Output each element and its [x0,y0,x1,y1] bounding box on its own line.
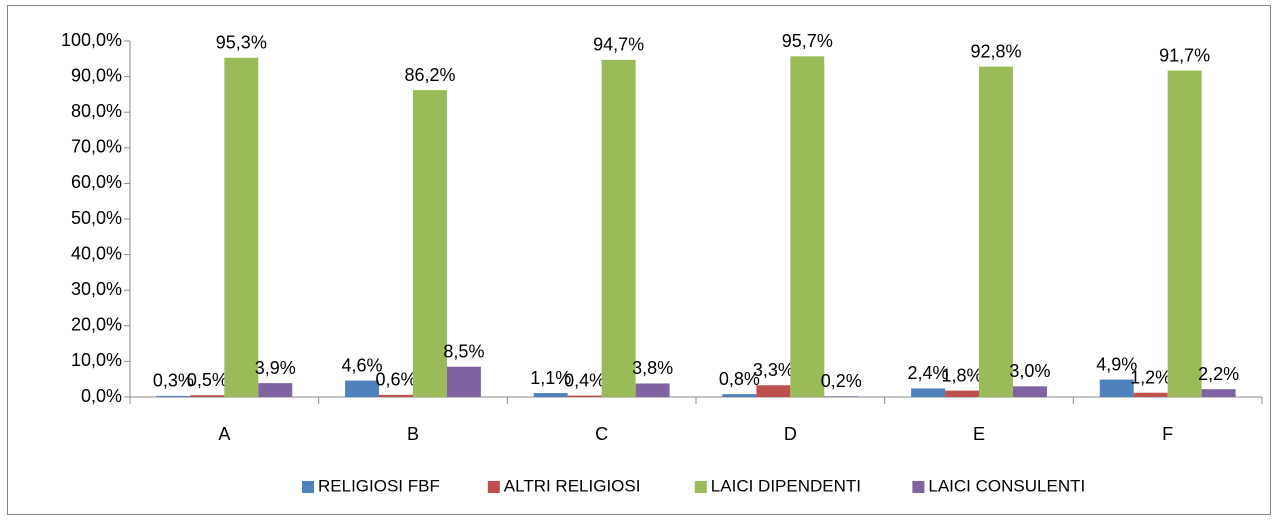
legend-swatch [302,481,314,493]
y-tick-label: 60,0% [71,172,122,192]
bar [824,396,859,397]
data-label: 3,8% [632,358,673,378]
bar [722,394,757,397]
data-label: 8,5% [443,341,484,361]
x-tick-label: F [1162,424,1173,444]
data-label: 0,8% [719,369,760,389]
legend-label: ALTRI RELIGIOSI [504,476,641,495]
bar [1133,392,1168,397]
data-label: 0,4% [564,370,605,390]
data-label: 3,9% [255,358,296,378]
data-label: 1,2% [1130,367,1171,387]
bar [1201,389,1236,397]
bar [224,57,259,398]
data-label: 3,3% [753,360,794,380]
bar [1012,386,1047,397]
data-label: 0,2% [821,371,862,391]
data-label: 1,8% [942,365,983,385]
bar [1099,379,1134,397]
data-label: 2,4% [908,363,949,383]
bar [945,390,979,397]
y-tick-label: 50,0% [71,208,122,228]
bar [345,380,380,397]
legend-label: LAICI DIPENDENTI [711,476,861,495]
data-label: 91,7% [1159,45,1210,65]
y-tick-label: 20,0% [71,315,122,335]
y-tick-label: 40,0% [71,243,122,263]
x-tick-label: D [784,424,797,444]
bar [601,59,636,397]
bar [567,395,602,397]
chart-frame [7,5,1271,515]
data-label: 86,2% [404,65,455,85]
x-tick-label: B [407,424,419,444]
data-label: 95,3% [216,32,267,52]
x-tick-label: E [973,424,985,444]
data-label: 92,8% [970,41,1021,61]
y-tick-label: 30,0% [71,279,122,299]
bar [790,56,825,398]
data-label: 0,3% [153,371,194,391]
bar [379,394,413,397]
legend-label: RELIGIOSI FBF [318,476,440,495]
bar [190,395,225,397]
y-tick-label: 10,0% [71,350,122,370]
legend-swatch [694,481,707,493]
bar [533,393,568,397]
data-label: 0,5% [187,370,228,390]
data-label: 1,1% [530,368,571,388]
y-tick-label: 90,0% [71,65,122,85]
data-label: 2,2% [1198,364,1239,384]
bar [756,385,791,397]
y-tick-label: 70,0% [71,137,122,157]
y-tick-label: 80,0% [71,101,122,121]
data-label: 0,6% [376,370,417,390]
bar [911,388,946,397]
bar [979,66,1013,397]
legend-swatch [487,481,500,493]
data-label: 3,0% [1009,361,1050,381]
y-tick-label: 100,0% [61,30,122,50]
x-tick-label: C [595,424,608,444]
legend-label: LAICI CONSULENTI [928,476,1085,495]
bar [446,366,481,397]
legend: RELIGIOSI FBF ALTRI RELIGIOSI LAICI DIPEND… [302,476,1085,495]
bar [258,383,293,397]
data-label: 4,6% [342,355,383,375]
bar [1167,70,1202,397]
legend-swatch [912,481,925,493]
bar [413,90,447,398]
y-tick-label: 0,0% [81,386,122,406]
data-label: 94,7% [593,35,644,55]
data-label: 95,7% [782,31,833,51]
bar [156,395,191,397]
bar [635,383,670,397]
data-label: 4,9% [1096,354,1137,374]
x-tick-label: A [218,424,230,444]
